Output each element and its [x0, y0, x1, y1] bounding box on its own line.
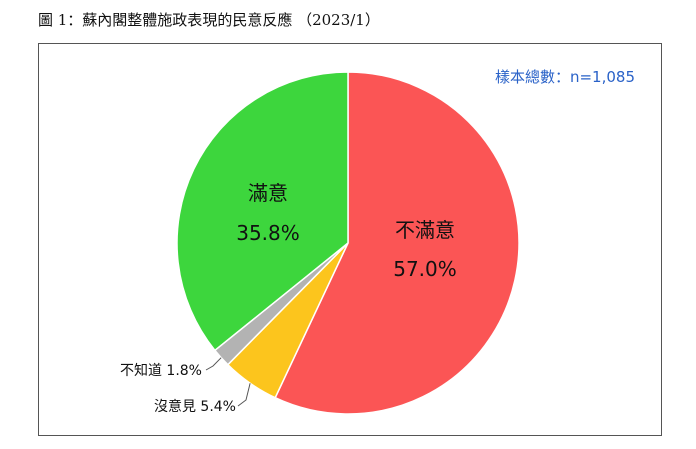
label-dont-know: 不知道 1.8% [120, 362, 202, 379]
label-dissatisfied-value: 57.0% [393, 257, 457, 281]
label-no-opinion: 沒意見 5.4% [154, 398, 236, 415]
label-satisfied-value: 35.8% [236, 221, 300, 245]
label-satisfied-name: 滿意 [248, 181, 288, 205]
leader-line-no-opinion [237, 383, 251, 407]
slice-satisfied [176, 71, 349, 352]
chart-title: 圖 1：蘇內閣整體施政表現的民意反應 （2023/1） [38, 11, 380, 29]
leader-line-dont-know [205, 357, 222, 371]
slice-dissatisfied [274, 71, 520, 415]
sample-size-note: 樣本總數：n=1,085 [494, 68, 635, 86]
label-dissatisfied-name: 不滿意 [395, 218, 455, 242]
